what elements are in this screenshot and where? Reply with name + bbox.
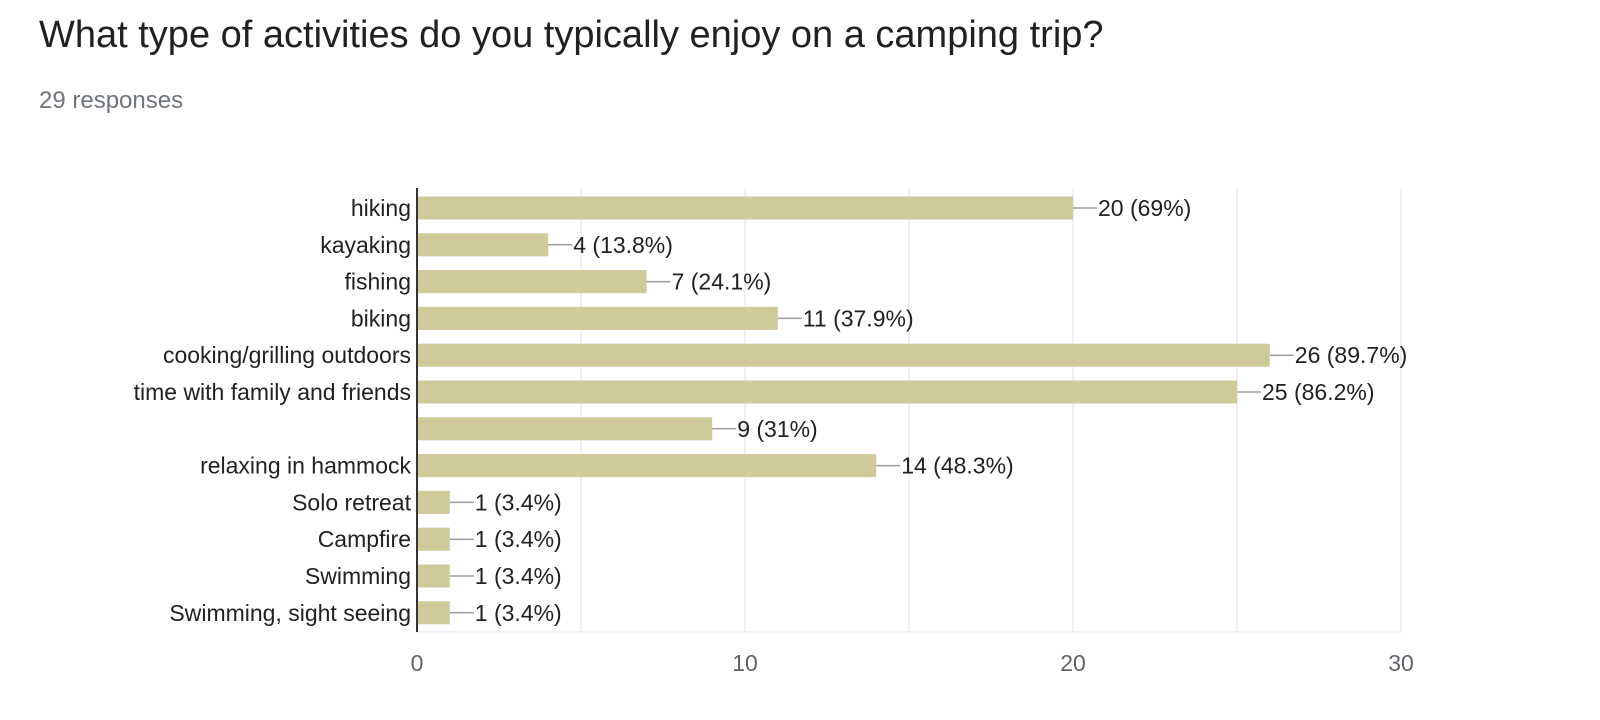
x-tick-label: 30 xyxy=(1388,650,1414,676)
category-label: kayaking xyxy=(320,232,411,258)
category-label: biking xyxy=(351,305,411,331)
category-label: fishing xyxy=(345,269,411,295)
category-label: Campfire xyxy=(318,526,411,552)
data-label: 7 (24.1%) xyxy=(672,269,772,295)
x-tick-labels: 0 10 20 30 xyxy=(411,650,1414,676)
bar xyxy=(417,564,450,588)
bar xyxy=(417,306,778,330)
data-label: 9 (31%) xyxy=(737,416,818,442)
bar xyxy=(417,196,1073,220)
data-label: 1 (3.4%) xyxy=(475,489,562,515)
bar xyxy=(417,454,877,478)
data-label: 14 (48.3%) xyxy=(901,453,1014,479)
data-label: 20 (69%) xyxy=(1098,195,1191,221)
category-labels: hiking kayaking fishing biking cooking/grill… xyxy=(134,195,412,626)
category-label: relaxing in hammock xyxy=(200,453,411,479)
bar xyxy=(417,601,450,625)
data-label: 4 (13.8%) xyxy=(573,232,673,258)
data-label: 11 (37.9%) xyxy=(803,305,914,331)
bars xyxy=(417,196,1270,625)
bar xyxy=(417,233,549,257)
data-label: 1 (3.4%) xyxy=(475,563,562,589)
data-labels: 20 (69%) 4 (13.8%) 7 (24.1%) 11 (37.9%) 26 (… xyxy=(449,195,1408,626)
category-label: Swimming, sight seeing xyxy=(169,600,411,626)
bar xyxy=(417,380,1237,404)
bar xyxy=(417,270,647,294)
x-tick-label: 10 xyxy=(732,650,758,676)
question-title: What type of activities do you typically… xyxy=(39,14,1104,56)
category-label: Solo retreat xyxy=(292,489,412,515)
x-tick-label: 0 xyxy=(411,650,424,676)
data-label: 1 (3.4%) xyxy=(475,600,562,626)
bar xyxy=(417,343,1270,367)
bar xyxy=(417,490,450,514)
grid-lines xyxy=(417,188,1402,633)
response-count: 29 responses xyxy=(39,87,184,114)
data-label: 25 (86.2%) xyxy=(1262,379,1375,405)
x-tick-label: 20 xyxy=(1060,650,1086,676)
category-label: hiking xyxy=(351,195,411,221)
bar xyxy=(417,417,713,441)
category-label: Swimming xyxy=(305,563,411,589)
category-label: cooking/grilling outdoors xyxy=(163,342,411,368)
data-label: 26 (89.7%) xyxy=(1295,342,1408,368)
data-label: 1 (3.4%) xyxy=(475,526,562,552)
category-label: time with family and friends xyxy=(134,379,411,405)
bar xyxy=(417,527,450,551)
